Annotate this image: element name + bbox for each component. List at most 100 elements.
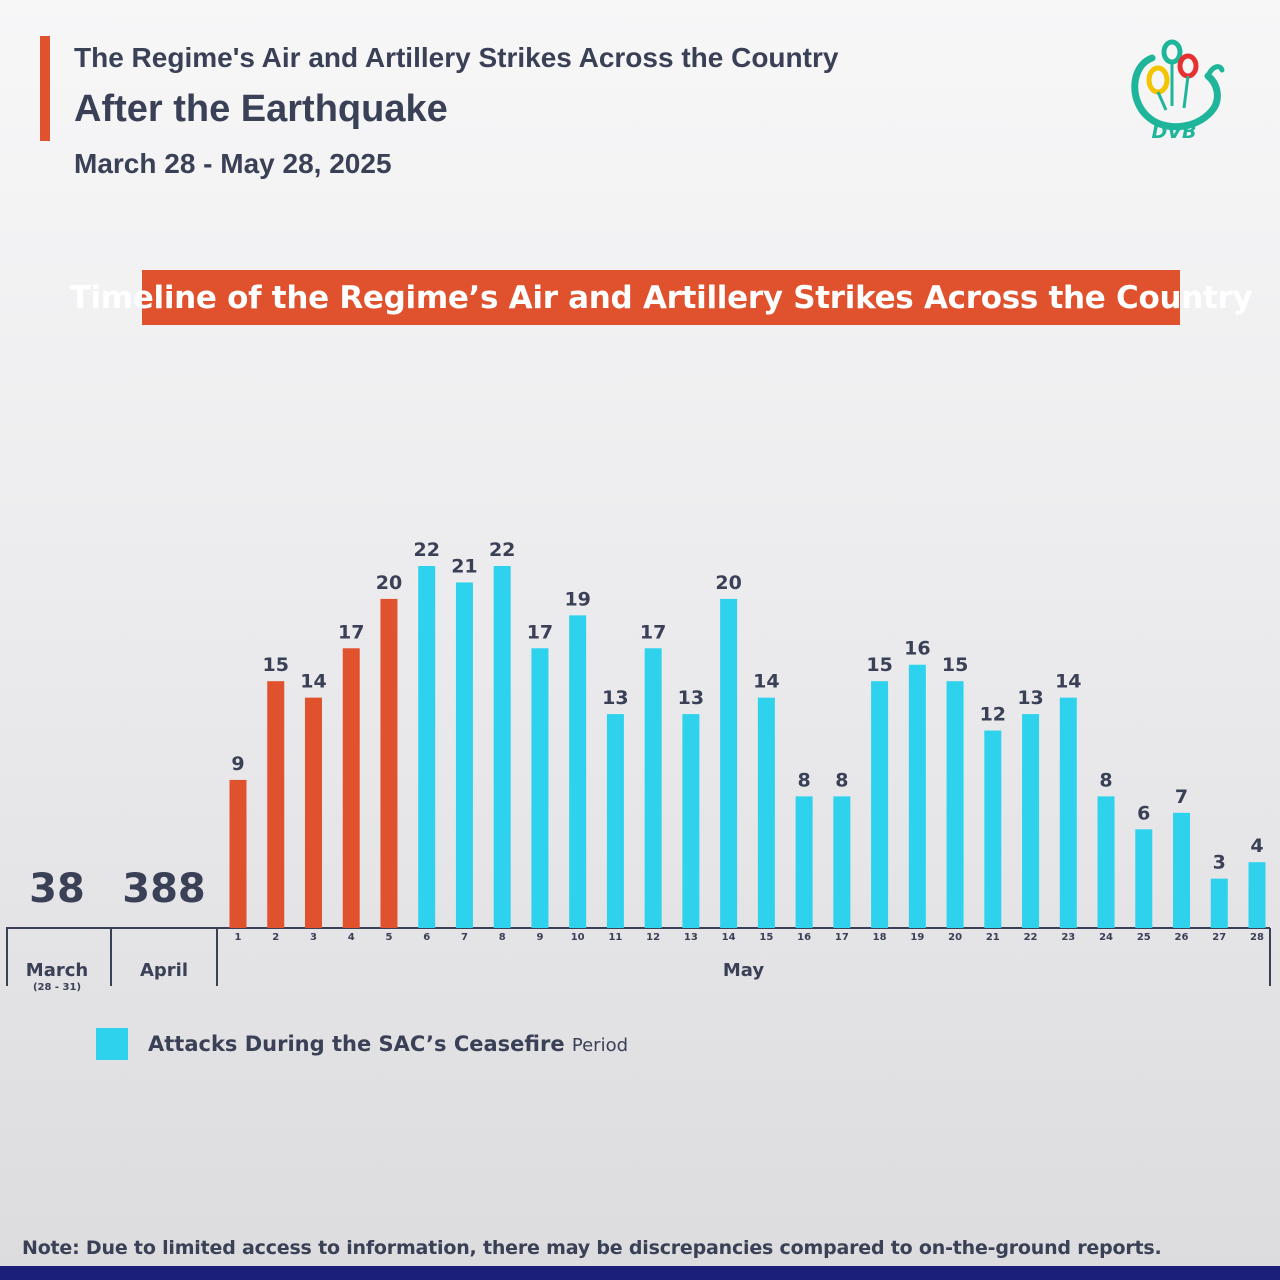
- bar-value-label: 4: [1250, 835, 1263, 857]
- bar-value-label: 17: [640, 621, 666, 643]
- legend-ceasefire-label: Attacks During the SAC’s Ceasefire Perio…: [148, 1032, 628, 1056]
- bar-value-label: 8: [797, 769, 810, 791]
- footnote: Note: Due to limited access to informati…: [22, 1237, 1162, 1259]
- bar: [569, 615, 587, 928]
- bar: [455, 582, 473, 928]
- bar-value-label: 17: [338, 621, 364, 643]
- bar-value-label: 20: [715, 572, 741, 594]
- x-tick-label: 21: [986, 932, 1000, 943]
- bar: [606, 714, 624, 928]
- page-title: After the Earthquake: [74, 88, 448, 130]
- group-label: May: [723, 960, 765, 981]
- x-tick-label: 17: [835, 932, 849, 943]
- x-tick-label: 28: [1250, 932, 1264, 943]
- x-tick-label: 4: [348, 932, 355, 943]
- bar-value-label: 3: [1213, 852, 1226, 874]
- bar: [1059, 697, 1077, 928]
- bar: [795, 796, 813, 928]
- chart-title-banner: Timeline of the Regime’s Air and Artille…: [70, 270, 1253, 325]
- title-accent-bar: [40, 36, 50, 141]
- bar: [757, 697, 775, 928]
- x-tick-label: 14: [722, 932, 736, 943]
- bar: [908, 664, 926, 928]
- period-label: April: [140, 960, 188, 981]
- bar: [1097, 796, 1115, 928]
- bar: [720, 598, 738, 928]
- x-tick-label: 8: [499, 932, 506, 943]
- bar-value-label: 22: [413, 539, 439, 561]
- dvb-logo: DVB: [1122, 36, 1226, 144]
- bar-value-label: 6: [1137, 802, 1150, 824]
- bar-value-label: 12: [980, 704, 1006, 726]
- bar-value-label: 19: [564, 588, 590, 610]
- chart-title: Timeline of the Regime’s Air and Artille…: [69, 279, 1253, 316]
- period-total-value: 388: [122, 866, 206, 912]
- bar: [1210, 878, 1228, 928]
- bar: [1022, 714, 1040, 928]
- bar: [304, 697, 322, 928]
- bar-value-label: 14: [753, 671, 779, 693]
- x-tick-label: 10: [571, 932, 585, 943]
- bar-value-label: 13: [1017, 687, 1043, 709]
- x-tick-label: 9: [536, 932, 543, 943]
- bar-value-label: 13: [602, 687, 628, 709]
- bar: [229, 779, 247, 928]
- x-tick-label: 26: [1175, 932, 1189, 943]
- x-tick-label: 27: [1212, 932, 1226, 943]
- bar-value-label: 15: [866, 654, 892, 676]
- period-total-value: 38: [29, 866, 85, 912]
- bar-value-label: 15: [263, 654, 289, 676]
- bar-value-label: 20: [376, 572, 402, 594]
- bar-value-label: 21: [451, 555, 477, 577]
- legend-label-small: Period: [571, 1035, 629, 1056]
- x-tick-label: 5: [385, 932, 392, 943]
- bar: [342, 648, 360, 928]
- bar-value-label: 14: [300, 671, 326, 693]
- bar-value-label: 16: [904, 638, 930, 660]
- bar: [380, 598, 398, 928]
- bar-value-label: 8: [835, 769, 848, 791]
- bar: [267, 681, 285, 928]
- x-tick-label: 16: [797, 932, 811, 943]
- x-tick-label: 1: [235, 932, 242, 943]
- x-tick-label: 23: [1061, 932, 1075, 943]
- x-tick-label: 7: [461, 932, 468, 943]
- x-tick-label: 22: [1024, 932, 1038, 943]
- x-tick-label: 24: [1099, 932, 1113, 943]
- date-range: March 28 - May 28, 2025: [74, 148, 392, 179]
- bar: [1248, 862, 1266, 928]
- bar-value-label: 17: [527, 621, 553, 643]
- bar-value-label: 9: [231, 753, 244, 775]
- bar: [1135, 829, 1153, 928]
- x-tick-label: 25: [1137, 932, 1151, 943]
- x-tick-label: 15: [759, 932, 773, 943]
- x-tick-label: 2: [272, 932, 279, 943]
- bar-value-label: 13: [678, 687, 704, 709]
- x-tick-label: 19: [910, 932, 924, 943]
- period-sublabel: (28 - 31): [33, 982, 81, 993]
- legend-label-main: Attacks During the SAC’s Ceasefire: [148, 1032, 565, 1056]
- period-label: March: [26, 960, 88, 981]
- bar: [946, 681, 964, 928]
- bar: [1173, 812, 1191, 928]
- x-tick-label: 18: [873, 932, 887, 943]
- bar: [984, 730, 1002, 928]
- bar-value-label: 22: [489, 539, 515, 561]
- x-tick-label: 6: [423, 932, 430, 943]
- x-tick-label: 3: [310, 932, 317, 943]
- bar: [644, 648, 662, 928]
- footer-bar: [0, 1266, 1280, 1280]
- bar: [871, 681, 889, 928]
- bar: [682, 714, 700, 928]
- bar: [531, 648, 549, 928]
- chart-axes: [6, 927, 1271, 986]
- bar-value-label: 8: [1099, 769, 1112, 791]
- x-tick-label: 13: [684, 932, 698, 943]
- bar-value-label: 15: [942, 654, 968, 676]
- bar: [833, 796, 851, 928]
- logo-text: DVB: [1152, 121, 1197, 143]
- legend-ceasefire-swatch: [96, 1028, 128, 1060]
- bar: [418, 566, 436, 928]
- page-supertitle: The Regime's Air and Artillery Strikes A…: [74, 42, 839, 73]
